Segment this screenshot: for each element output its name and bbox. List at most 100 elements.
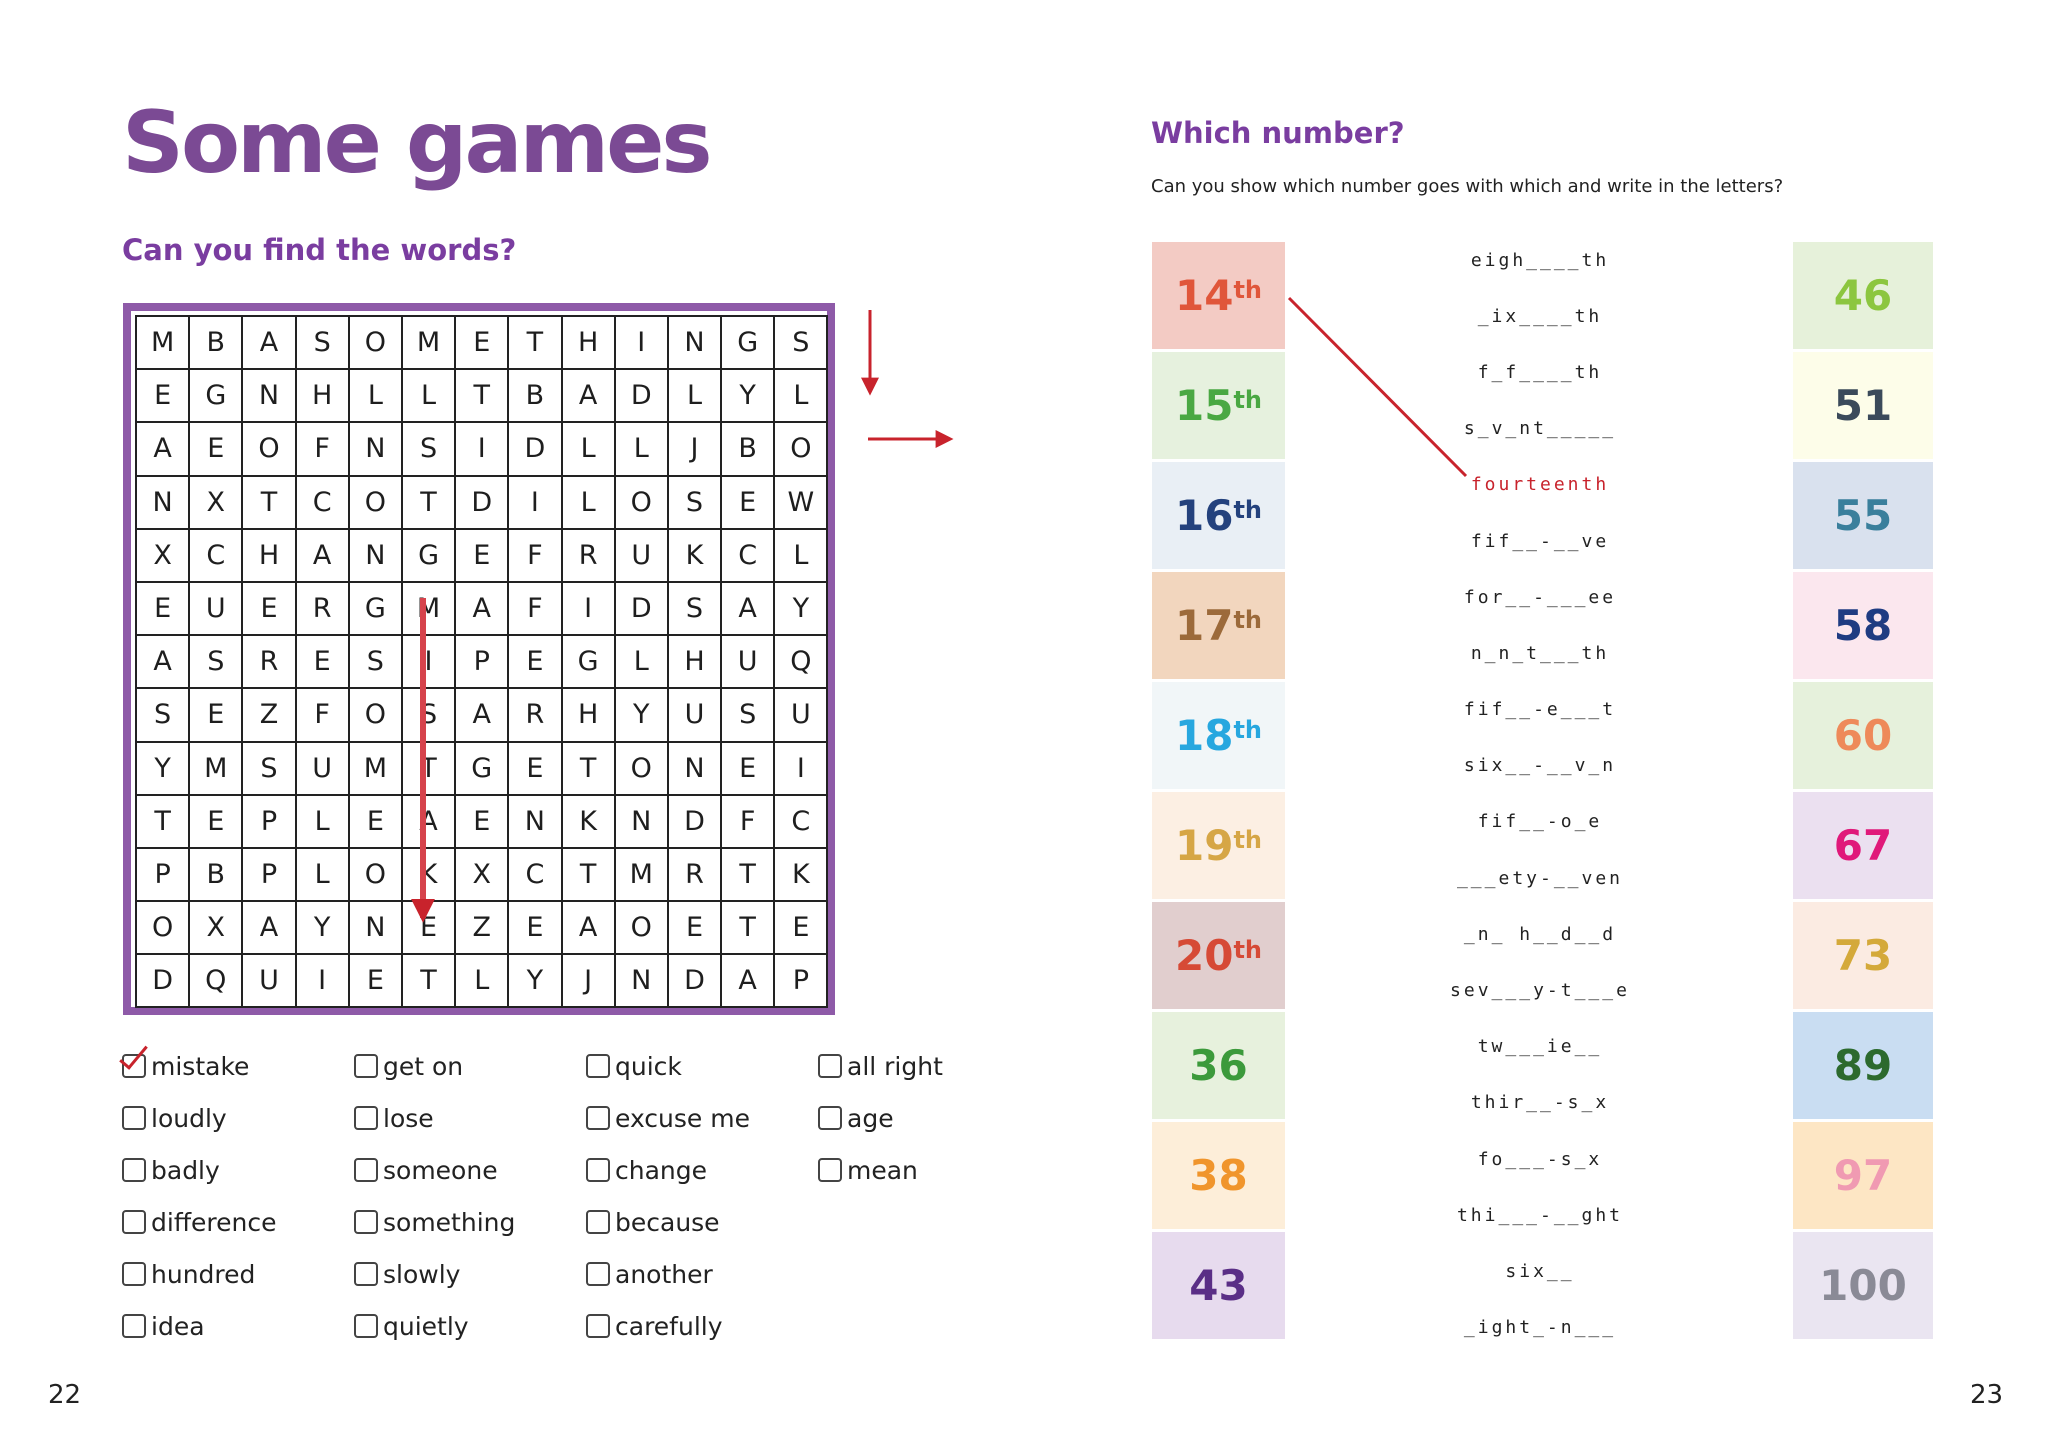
grid-cell[interactable]: X [190,476,244,530]
checkbox[interactable] [122,1262,146,1286]
grid-cell[interactable]: K [775,848,829,903]
grid-cell[interactable]: R [668,848,723,903]
checklist-item[interactable]: lose [354,1092,586,1144]
grid-cell[interactable]: T [456,370,510,424]
grid-cell[interactable]: I [296,955,350,1009]
grid-cell[interactable]: P [243,848,297,903]
blank-word[interactable]: s_v_nt_____ [1463,418,1617,440]
checkbox[interactable] [354,1054,378,1078]
checklist-item[interactable]: badly [122,1144,354,1196]
blank-word[interactable]: fif__-e___t [1463,699,1617,721]
cardinal-tile[interactable]: 97 [1793,1122,1933,1229]
cardinal-tile[interactable]: 55 [1793,462,1933,569]
grid-cell[interactable]: S [668,476,723,530]
checklist-item[interactable]: mean [818,1144,1018,1196]
grid-cell[interactable]: N [349,423,403,477]
grid-cell[interactable]: A [243,317,297,371]
grid-cell[interactable]: C [296,476,350,530]
grid-cell[interactable]: N [349,529,403,583]
grid-cell[interactable]: N [668,317,723,371]
grid-cell[interactable]: L [775,370,829,424]
checkbox[interactable] [122,1158,146,1182]
grid-cell[interactable]: L [296,848,350,903]
blank-word[interactable]: fif__-o_e [1477,811,1603,833]
checkbox[interactable] [818,1106,842,1130]
checkbox[interactable] [586,1314,610,1338]
grid-cell[interactable]: S [668,582,723,637]
grid-cell[interactable]: G [722,317,776,371]
grid-cell[interactable]: T [137,795,191,849]
blank-word[interactable]: fif__-__ve [1470,530,1610,552]
grid-cell[interactable]: Y [137,742,191,796]
grid-cell[interactable]: S [296,317,350,371]
grid-cell[interactable]: E [775,902,829,956]
grid-cell[interactable]: G [190,370,244,424]
grid-cell[interactable]: E [349,955,403,1009]
grid-cell[interactable]: N [137,476,191,530]
grid-cell[interactable]: Z [243,689,297,743]
grid-cell[interactable]: K [402,848,457,903]
blank-word[interactable]: ___ety-__ven [1456,867,1624,889]
grid-cell[interactable]: P [775,955,829,1009]
grid-cell[interactable]: L [296,795,350,849]
grid-cell[interactable]: D [456,476,510,530]
grid-cell[interactable]: O [615,476,669,530]
grid-cell[interactable]: L [615,636,669,690]
checkbox[interactable] [354,1210,378,1234]
grid-cell[interactable]: R [509,689,563,743]
blank-word[interactable]: sev___y-t___e [1450,980,1630,1002]
checkbox[interactable] [586,1262,610,1286]
cardinal-tile[interactable]: 100 [1793,1232,1933,1339]
grid-cell[interactable]: D [615,370,669,424]
cardinal-tile[interactable]: 89 [1793,1012,1933,1119]
grid-cell[interactable]: N [243,370,297,424]
grid-cell[interactable]: E [296,636,350,690]
grid-cell[interactable]: E [722,476,776,530]
grid-cell[interactable]: D [509,423,563,477]
grid-cell[interactable]: F [296,689,350,743]
grid-cell[interactable]: T [402,476,457,530]
cardinal-tile[interactable]: 60 [1793,682,1933,789]
grid-cell[interactable]: K [562,795,616,849]
grid-cell[interactable]: Q [775,636,829,690]
grid-cell[interactable]: M [190,742,244,796]
grid-cell[interactable]: H [562,689,616,743]
grid-cell[interactable]: L [775,529,829,583]
grid-cell[interactable]: R [562,529,616,583]
grid-cell[interactable]: P [137,848,191,903]
grid-cell[interactable]: H [562,317,616,371]
grid-cell[interactable]: T [722,848,776,903]
grid-cell[interactable]: H [243,529,297,583]
grid-cell[interactable]: F [509,582,563,637]
grid-cell[interactable]: U [615,529,669,583]
grid-cell[interactable]: S [402,423,457,477]
checklist-item[interactable]: quick [586,1040,818,1092]
grid-cell[interactable]: I [456,423,510,477]
grid-cell[interactable]: A [456,582,510,637]
grid-cell[interactable]: T [402,955,457,1009]
grid-cell[interactable]: G [456,742,510,796]
grid-cell[interactable]: B [190,848,244,903]
grid-cell[interactable]: L [456,955,510,1009]
checklist-item[interactable]: change [586,1144,818,1196]
grid-cell[interactable]: O [349,476,403,530]
ordinal-tile[interactable]: 43 [1152,1232,1285,1339]
checkbox[interactable] [586,1054,610,1078]
blank-word[interactable]: thir__-s_x [1470,1092,1610,1114]
grid-cell[interactable]: I [402,636,457,690]
blank-word[interactable]: tw___ie__ [1477,1036,1603,1058]
checklist-item[interactable]: carefully [586,1300,818,1352]
grid-cell[interactable]: Y [615,689,669,743]
grid-cell[interactable]: T [722,902,776,956]
grid-cell[interactable]: O [243,423,297,477]
grid-cell[interactable]: E [509,636,563,690]
grid-cell[interactable]: U [668,689,723,743]
blank-word[interactable]: n_n_t___th [1470,642,1610,664]
grid-cell[interactable]: Q [190,955,244,1009]
blank-word[interactable]: _ight_-n___ [1463,1317,1617,1339]
grid-cell[interactable]: U [296,742,350,796]
grid-cell[interactable]: N [668,742,723,796]
grid-cell[interactable]: N [509,795,563,849]
